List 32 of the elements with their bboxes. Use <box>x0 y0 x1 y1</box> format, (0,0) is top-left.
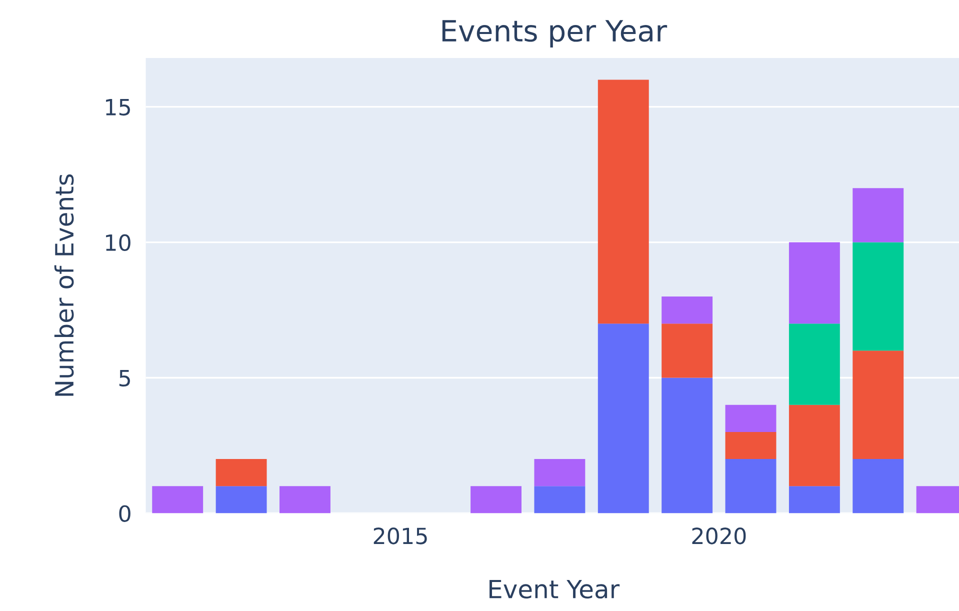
y-axis-title: Number of Events <box>54 174 74 396</box>
y-tick-label: 5 <box>119 370 130 387</box>
bar <box>788 242 840 324</box>
bar <box>216 459 267 486</box>
bar <box>534 486 586 514</box>
bar <box>725 404 776 432</box>
bar <box>852 188 904 242</box>
bar <box>152 486 204 514</box>
bar <box>598 324 649 514</box>
bar <box>725 432 776 460</box>
bar <box>852 350 904 460</box>
x-tick-label: 2015 <box>374 528 427 544</box>
bar <box>788 404 840 486</box>
bar <box>534 459 586 486</box>
bar <box>725 459 776 514</box>
bar <box>598 80 649 324</box>
bar <box>662 296 713 324</box>
bar <box>788 324 840 405</box>
chart-title: Events per Year <box>442 20 668 48</box>
bar <box>662 378 713 514</box>
x-tick-label: 2020 <box>692 528 746 544</box>
bar <box>216 486 267 514</box>
bar <box>852 242 904 351</box>
bar <box>280 486 330 514</box>
bar <box>470 486 522 514</box>
bar <box>788 486 840 514</box>
bar <box>852 459 904 514</box>
y-tick-label: 15 <box>106 99 130 116</box>
y-tick-label: 10 <box>106 234 130 252</box>
y-tick-label: 0 <box>119 505 130 522</box>
x-axis-title: Event Year <box>490 580 620 599</box>
bar <box>662 324 713 378</box>
